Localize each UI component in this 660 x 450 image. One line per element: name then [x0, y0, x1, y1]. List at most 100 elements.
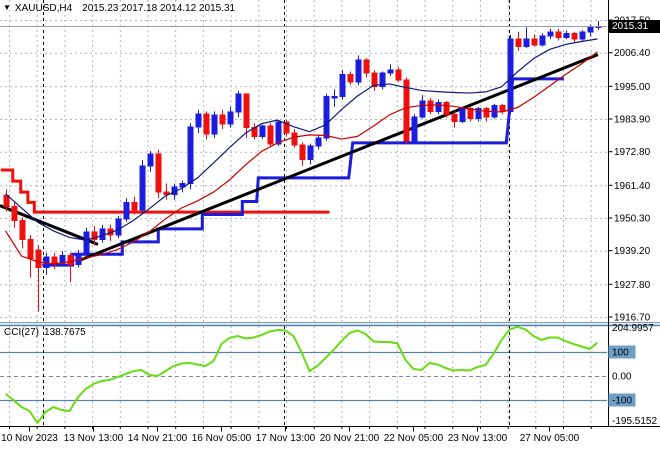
price-axis-label: 1972.80 — [614, 147, 651, 158]
cci-axis-label: 204.9957 — [612, 323, 654, 334]
candle — [451, 111, 458, 128]
time-axis-label: 23 Nov 13:00 — [448, 433, 508, 444]
candle — [43, 252, 50, 275]
trendlines-layer — [0, 53, 599, 262]
candle — [267, 123, 274, 147]
candle — [515, 31, 522, 51]
candle — [411, 114, 418, 143]
candle — [291, 129, 298, 148]
price-axis-label: 1927.80 — [614, 280, 651, 291]
candle — [91, 226, 98, 246]
candle — [523, 27, 530, 48]
candle — [475, 106, 482, 122]
candle — [331, 89, 338, 107]
candle — [499, 103, 506, 115]
candle — [531, 34, 538, 47]
ma-fast-line — [5, 38, 598, 241]
candle — [219, 109, 226, 130]
candle — [539, 33, 546, 47]
candle — [363, 58, 370, 78]
cci-level-lines — [0, 351, 607, 402]
candle — [131, 196, 138, 215]
candle — [11, 202, 18, 228]
candle — [67, 252, 74, 283]
candle — [99, 224, 106, 243]
price-axis-label: 1950.30 — [614, 213, 651, 224]
time-axis-label: 16 Nov 05:00 — [192, 433, 252, 444]
price-axis[interactable]: 2017.502006.401995.001983.901972.801961.… — [608, 16, 651, 324]
candle — [387, 64, 394, 76]
candle — [315, 134, 322, 150]
candle — [427, 98, 434, 115]
cci-axis-label: -195.5152 — [612, 416, 657, 427]
time-axis-label: 20 Nov 21:00 — [320, 433, 380, 444]
candle — [571, 31, 578, 43]
candle — [211, 111, 218, 138]
hilo-step-red — [0, 168, 330, 214]
price-axis-label: 1939.20 — [614, 246, 651, 257]
indicator-label: CCI(27) 138.7675 — [4, 327, 91, 339]
time-axis-label: 17 Nov 13:00 — [256, 433, 316, 444]
candle — [483, 106, 490, 122]
cci-line — [4, 325, 599, 425]
indicator-value: 138.7675 — [44, 327, 86, 338]
candle — [19, 217, 26, 249]
time-axis-label: 13 Nov 13:00 — [64, 433, 124, 444]
candle — [307, 143, 314, 165]
price-axis-label: 2006.40 — [614, 48, 651, 59]
cci-level-tag: -100 — [612, 396, 632, 407]
candle — [347, 71, 354, 85]
panel-separator[interactable] — [0, 322, 660, 327]
price-axis-label: 1961.40 — [614, 181, 651, 192]
ohlc-readout: 2015.23 2017.18 2014.12 2015.31 — [82, 3, 236, 14]
candle — [51, 252, 58, 269]
price-axis-label: 1983.90 — [614, 114, 651, 125]
candle — [443, 101, 450, 118]
candle — [563, 30, 570, 40]
candle — [115, 215, 122, 239]
candle — [339, 70, 346, 100]
time-axis-label: 14 Nov 21:00 — [128, 433, 188, 444]
symbol-dropdown-icon[interactable]: ▼ — [3, 3, 11, 12]
candle — [323, 93, 330, 141]
candle — [403, 77, 410, 145]
candle — [235, 91, 242, 118]
candle — [147, 151, 154, 172]
indicator-axis[interactable]: 204.9957 0.00 -195.5152 100 -100 — [608, 323, 658, 427]
candle — [203, 111, 210, 140]
period-separators — [43, 0, 510, 425]
candle — [555, 28, 562, 41]
candle — [259, 124, 266, 139]
candle — [419, 95, 426, 119]
time-axis-label: 27 Nov 05:00 — [520, 433, 580, 444]
candle — [243, 93, 250, 139]
candle — [547, 28, 554, 40]
candle — [355, 55, 362, 85]
time-axis-label: 10 Nov 2023 — [1, 433, 58, 444]
candle — [459, 106, 466, 124]
candle — [187, 123, 194, 190]
candle — [595, 20, 602, 30]
candle — [83, 227, 90, 256]
candle — [163, 183, 170, 200]
candle — [179, 180, 186, 193]
time-axis-label: 22 Nov 05:00 — [384, 433, 444, 444]
ma-slow-line — [4, 51, 598, 265]
symbol-name: XAUUSD,H4 — [14, 3, 73, 14]
candle — [227, 106, 234, 128]
candle — [299, 142, 306, 166]
candle — [371, 70, 378, 91]
candle — [195, 109, 202, 134]
candle — [395, 67, 402, 82]
candle — [139, 159, 146, 213]
time-axis[interactable]: 10 Nov 2023 13 Nov 13:00 14 Nov 21:00 16 No… — [1, 426, 592, 445]
candle — [35, 245, 42, 312]
candle — [283, 120, 290, 137]
candle — [275, 120, 282, 146]
grid-layer — [0, 0, 607, 425]
bid-price-tag: 2015.31 — [608, 20, 660, 33]
candle — [155, 149, 162, 199]
price-axis-label: 1995.00 — [614, 82, 651, 93]
